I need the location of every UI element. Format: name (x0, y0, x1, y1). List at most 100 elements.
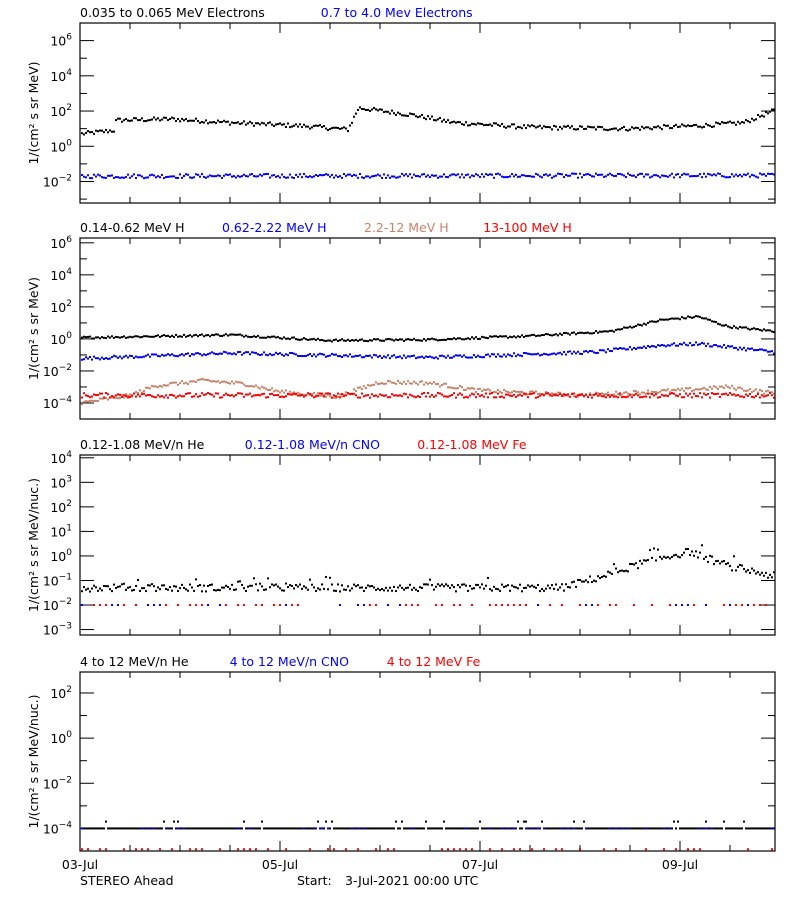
data-point (215, 827, 217, 830)
data-point (511, 391, 513, 394)
data-point (521, 390, 523, 393)
data-point (449, 121, 451, 124)
data-point (89, 590, 91, 593)
data-point (615, 390, 617, 393)
data-point (161, 353, 163, 356)
data-point (681, 123, 683, 126)
data-point (309, 827, 311, 830)
data-point (187, 335, 189, 338)
data-point (459, 384, 461, 387)
data-point (489, 392, 491, 395)
data-point (531, 390, 533, 393)
data-point (125, 395, 127, 398)
data-point (575, 585, 577, 588)
data-point (345, 174, 347, 177)
data-point (105, 585, 107, 588)
data-point (769, 329, 771, 332)
data-point (705, 317, 707, 320)
data-point (653, 174, 655, 177)
data-point (115, 335, 117, 338)
data-point (599, 827, 601, 830)
data-point (773, 352, 775, 355)
data-point (451, 393, 453, 396)
data-point (433, 588, 435, 591)
data-point (385, 382, 387, 385)
data-point (333, 126, 335, 129)
data-point (335, 174, 337, 177)
data-point (189, 392, 191, 395)
data-point (201, 354, 203, 357)
data-point (85, 827, 87, 830)
data-point (589, 393, 591, 396)
data-point (493, 335, 495, 338)
data-point (725, 324, 727, 327)
data-point (559, 351, 561, 354)
data-point (143, 355, 145, 358)
data-point (759, 388, 761, 391)
data-point (273, 584, 275, 587)
data-point (91, 587, 93, 590)
data-point (371, 384, 373, 387)
data-point (235, 827, 237, 830)
data-point (559, 586, 561, 589)
data-point (363, 385, 365, 388)
data-point (135, 584, 137, 587)
data-point (743, 389, 745, 392)
data-point (737, 327, 739, 330)
data-point (295, 584, 297, 587)
data-point (483, 395, 485, 398)
data-point (549, 334, 551, 337)
data-point (231, 353, 233, 356)
data-point (503, 125, 505, 128)
data-point (495, 122, 497, 125)
data-point (189, 583, 191, 586)
data-point (513, 175, 515, 178)
data-point (391, 589, 393, 592)
data-point (687, 315, 689, 318)
data-point (361, 176, 363, 179)
data-point (429, 338, 431, 341)
data-point (687, 848, 689, 851)
data-point (229, 173, 231, 176)
data-point (583, 128, 585, 131)
data-point (279, 352, 281, 355)
data-point (705, 344, 707, 347)
data-point (567, 827, 569, 830)
data-point (471, 827, 473, 830)
data-point (503, 176, 505, 179)
data-point (747, 827, 749, 830)
data-point (657, 396, 659, 399)
data-point (205, 590, 207, 593)
data-point (139, 174, 141, 177)
data-point (593, 579, 595, 582)
data-point (357, 176, 359, 179)
data-point (153, 585, 155, 588)
data-point (277, 585, 279, 588)
data-point (281, 173, 283, 176)
data-point (131, 336, 133, 339)
data-point (701, 827, 703, 830)
data-point (289, 351, 291, 354)
data-point (757, 113, 759, 116)
data-point (629, 393, 631, 396)
data-point (621, 328, 623, 331)
data-point (131, 589, 133, 592)
data-point (297, 338, 299, 341)
data-point (499, 355, 501, 358)
data-point (551, 827, 553, 830)
data-point (371, 827, 373, 830)
data-point (129, 335, 131, 338)
data-point (631, 393, 633, 396)
data-point (463, 123, 465, 126)
y-tick-label: 106 (50, 33, 72, 49)
data-point (219, 352, 221, 355)
data-point (223, 586, 225, 589)
data-point (415, 339, 417, 342)
series-2 (81, 604, 767, 607)
data-point (509, 335, 511, 338)
data-point (271, 387, 273, 390)
data-point (749, 827, 751, 830)
data-point (375, 354, 377, 357)
data-point (151, 118, 153, 121)
data-point (459, 586, 461, 589)
